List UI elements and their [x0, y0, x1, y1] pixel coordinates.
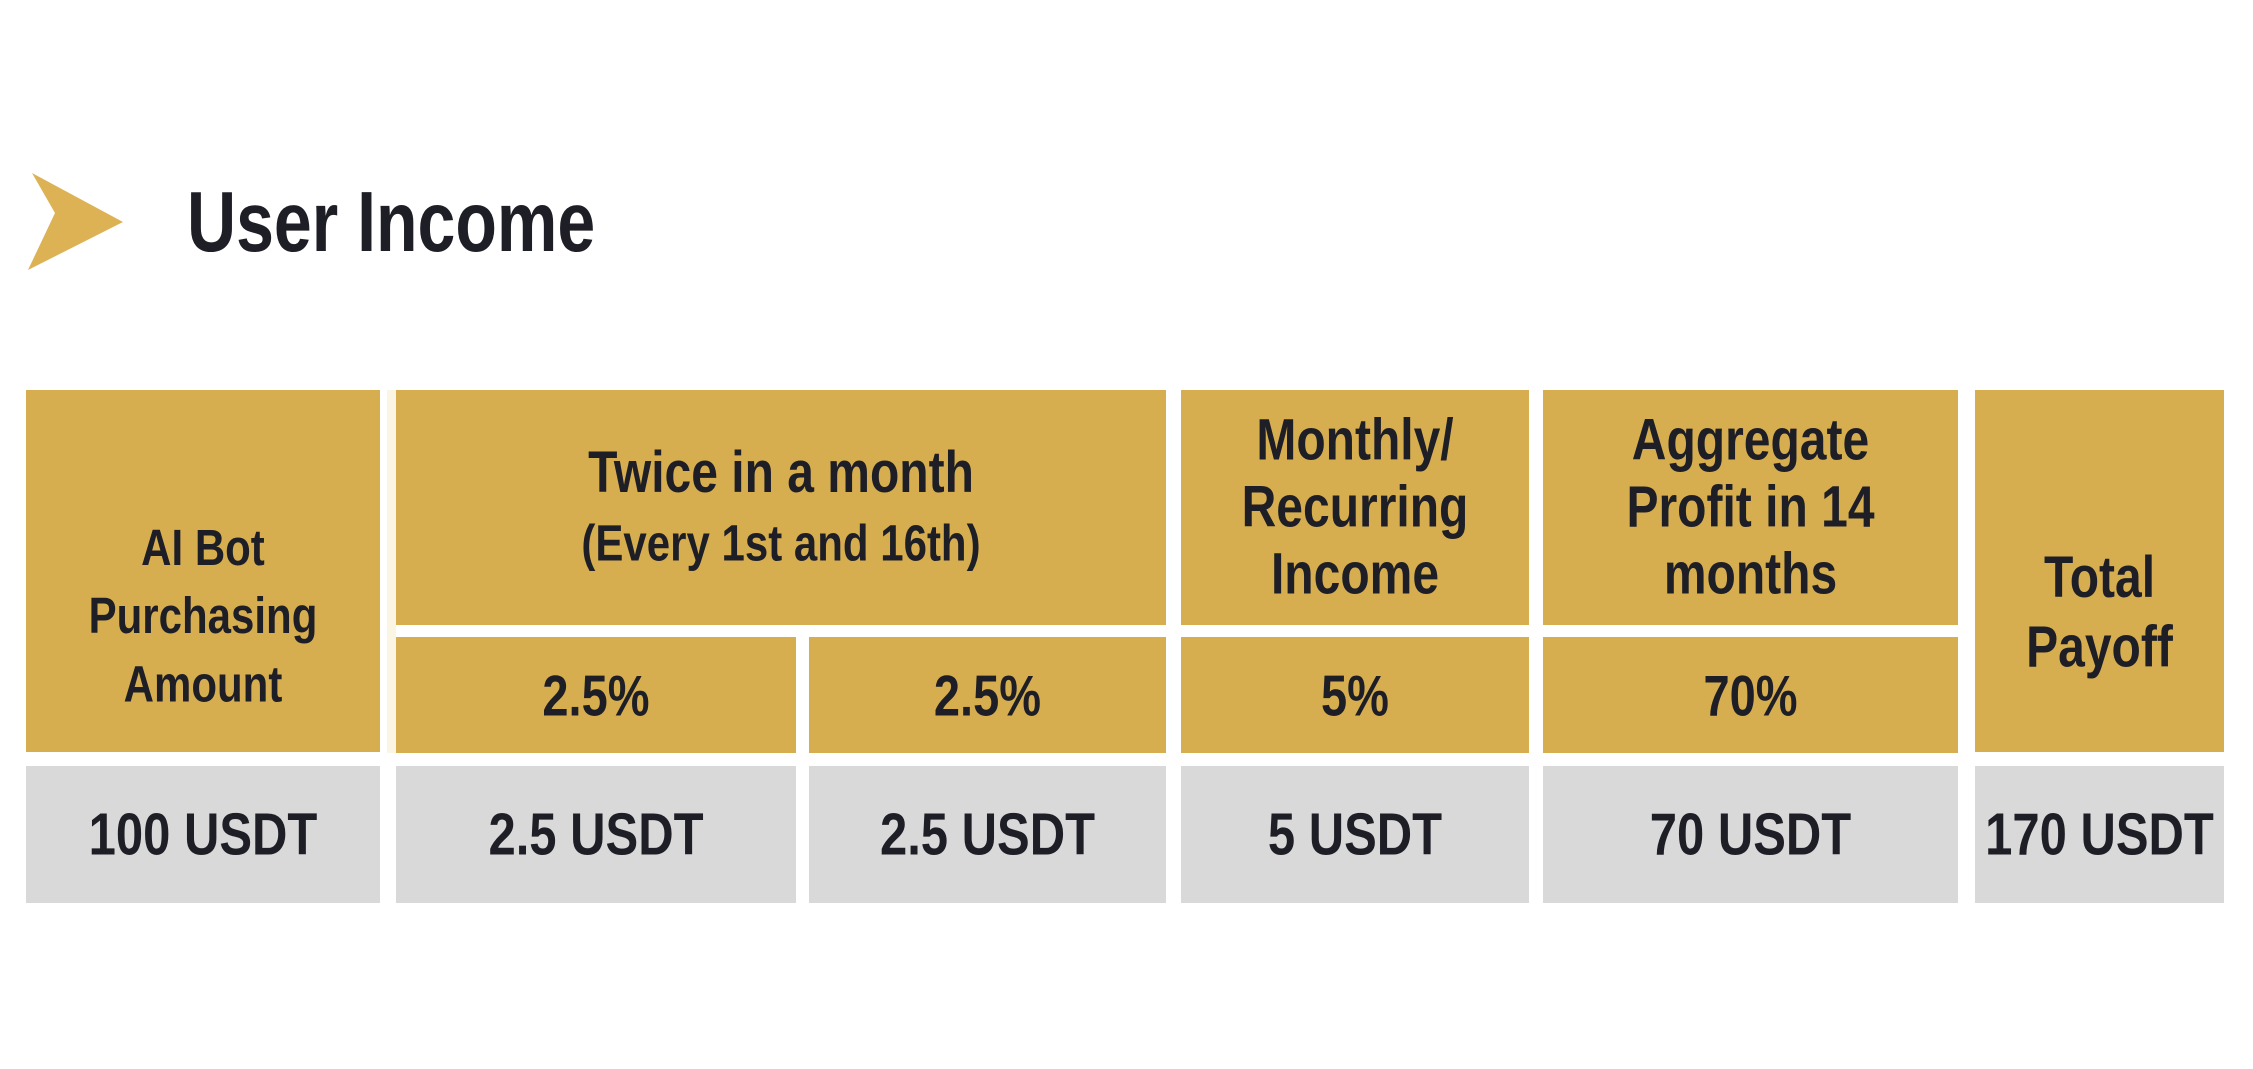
header-text-twice-in-a-month: Twice in a month (Every 1st and 16th)	[581, 440, 981, 571]
rate-aggregate: 70%	[1703, 662, 1798, 728]
rate-twice-a: 2.5%	[542, 662, 650, 728]
rate-monthly: 5%	[1321, 662, 1389, 728]
value-cell-twice-b: 2.5 USDT	[809, 766, 1166, 903]
rate-cell-twice-a: 2.5%	[396, 637, 796, 753]
header-text-ai-bot: AI Bot Purchasing Amount	[88, 518, 318, 713]
rate-cell-monthly: 5%	[1181, 637, 1529, 753]
value-twice-a: 2.5 USDT	[488, 801, 704, 868]
header-text-aggregate-profit: Aggregate Profit in 14 months	[1626, 408, 1875, 607]
value-monthly-income: 5 USDT	[1267, 801, 1443, 868]
value-cell-total-payoff: 170 USDT	[1975, 766, 2224, 903]
value-total-payoff: 170 USDT	[1985, 801, 2214, 868]
header-cell-monthly-recurring-income: Monthly/ Recurring Income	[1181, 390, 1529, 625]
value-purchase-amount: 100 USDT	[88, 801, 318, 868]
value-cell-monthly-income: 5 USDT	[1181, 766, 1529, 903]
header-cell-ai-bot-purchasing-amount: AI Bot Purchasing Amount	[26, 390, 380, 752]
header-cell-aggregate-profit: Aggregate Profit in 14 months	[1543, 390, 1958, 625]
right-arrowhead-icon	[28, 173, 123, 270]
header-text-monthly-recurring-income: Monthly/ Recurring Income	[1241, 408, 1469, 607]
header-cell-total-payoff: Total Payoff	[1975, 390, 2224, 752]
value-cell-purchase-amount: 100 USDT	[26, 766, 380, 903]
value-twice-b: 2.5 USDT	[879, 801, 1096, 868]
header-text-total-payoff: Total Payoff	[2026, 545, 2173, 681]
value-aggregate-profit: 70 USDT	[1649, 801, 1852, 868]
value-cell-twice-a: 2.5 USDT	[396, 766, 796, 903]
rate-twice-b: 2.5%	[933, 662, 1042, 728]
value-cell-aggregate-profit: 70 USDT	[1543, 766, 1958, 903]
rate-cell-aggregate: 70%	[1543, 637, 1958, 753]
page-title: User Income	[187, 174, 596, 270]
header-cell-twice-in-a-month: Twice in a month (Every 1st and 16th)	[396, 390, 1166, 625]
rate-cell-twice-b: 2.5%	[809, 637, 1166, 753]
column-seam-divider	[387, 390, 396, 753]
